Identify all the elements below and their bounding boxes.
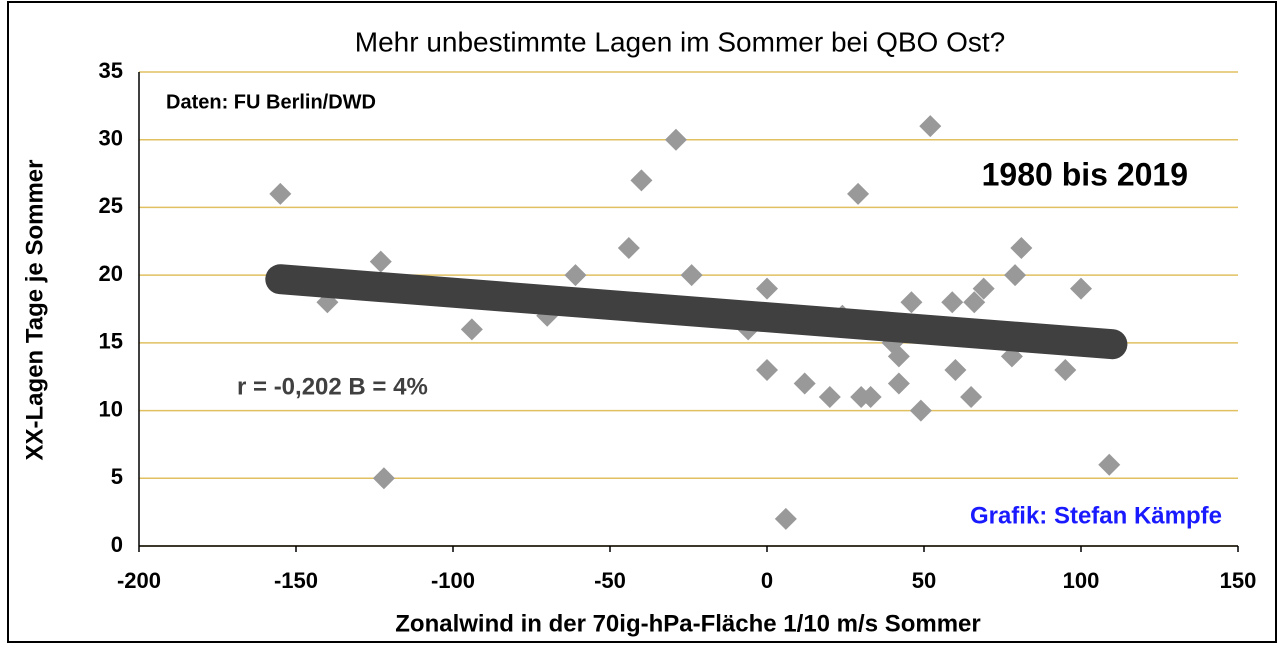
point <box>919 115 942 138</box>
point <box>1070 277 1092 300</box>
point <box>887 345 910 368</box>
point <box>960 386 983 409</box>
frame <box>7 1 1277 643</box>
trend-line <box>265 264 1128 360</box>
annotation: Daten: FU Berlin/DWD <box>166 91 376 113</box>
y-tick-label: 35 <box>99 58 123 83</box>
point <box>756 277 778 300</box>
point <box>941 291 964 314</box>
point <box>859 386 882 409</box>
point <box>756 358 778 381</box>
y-tick-label: 0 <box>111 532 123 557</box>
point <box>793 372 816 395</box>
x-tick-label: -150 <box>274 568 318 593</box>
x-axis-label: Zonalwind in der 70ig-hPa-Fläche 1/10 m/… <box>395 610 981 637</box>
y-tick-label: 5 <box>111 464 123 489</box>
y-tick-label: 15 <box>99 329 123 354</box>
point <box>369 250 392 273</box>
point <box>1010 237 1033 260</box>
y-axis-label: XX-Lagen Tage je Sommer <box>21 160 48 461</box>
annotation: r = -0,202 B = 4% <box>237 373 428 400</box>
point <box>1004 264 1027 287</box>
y-tick-label: 20 <box>99 261 123 286</box>
x-tick-label: 50 <box>912 568 936 593</box>
x-tick-label: 0 <box>761 568 773 593</box>
y-tick-label: 25 <box>99 193 123 218</box>
point <box>372 467 395 490</box>
x-tick-label: -100 <box>431 568 475 593</box>
point <box>564 264 587 287</box>
point <box>269 182 292 205</box>
point <box>972 277 995 300</box>
point <box>1098 453 1121 476</box>
point <box>664 128 687 151</box>
point <box>460 318 483 341</box>
annotation: 1980 bis 2019 <box>982 156 1188 192</box>
point <box>680 264 703 287</box>
x-tick-label: -200 <box>117 568 161 593</box>
point <box>900 291 923 314</box>
point <box>944 358 967 381</box>
point <box>909 399 932 422</box>
chart-title: Mehr unbestimmte Lagen im Sommer bei QBO… <box>355 26 1005 57</box>
y-tick-label: 10 <box>99 396 123 421</box>
point <box>963 291 986 314</box>
point <box>630 169 653 192</box>
x-tick-label: 150 <box>1220 568 1257 593</box>
point <box>617 237 640 260</box>
x-tick-label: 100 <box>1063 568 1100 593</box>
point <box>774 507 797 530</box>
y-tick-label: 30 <box>99 126 123 151</box>
x-tick-label: -50 <box>594 568 626 593</box>
annotation: Grafik: Stefan Kämpfe <box>970 502 1222 529</box>
point <box>818 386 841 409</box>
point <box>1054 358 1077 381</box>
point <box>847 182 870 205</box>
point <box>887 372 910 395</box>
